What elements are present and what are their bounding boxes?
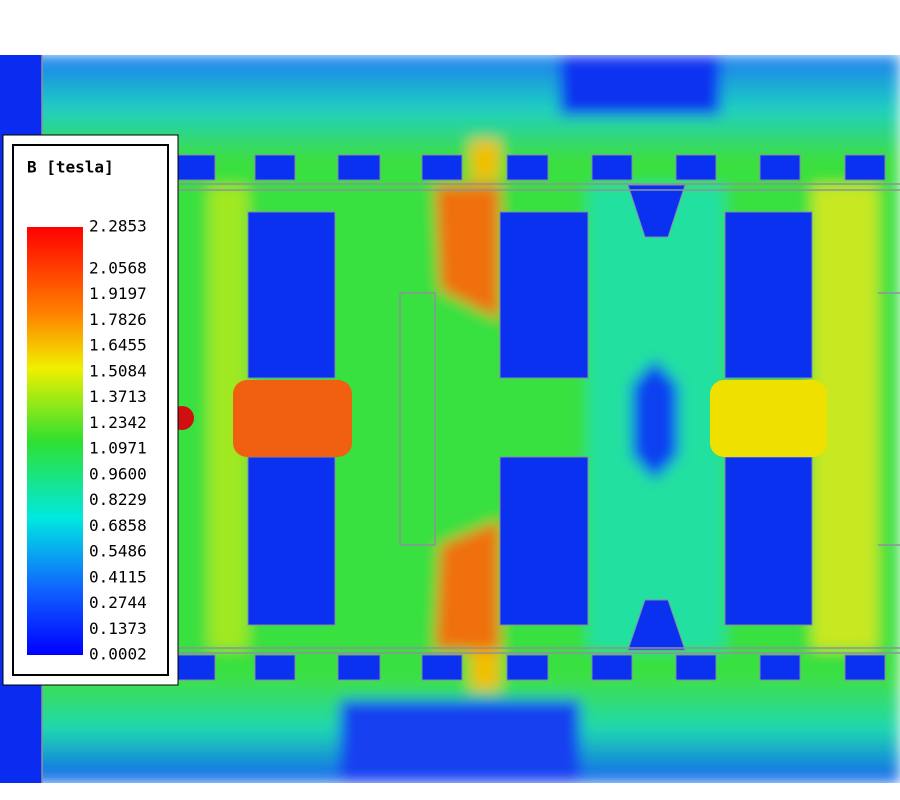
legend-label: 1.0971 [89, 439, 147, 458]
legend-label: 0.4115 [89, 567, 147, 586]
colorbar [27, 227, 83, 655]
legend-label: 0.8229 [89, 490, 147, 509]
legend-title: B [tesla] [27, 158, 114, 177]
legend-label: 0.2744 [89, 593, 147, 612]
legend: B [tesla] [2, 134, 179, 686]
legend-label: 2.0568 [89, 259, 147, 278]
legend-label: 2.2853 [89, 217, 147, 236]
legend-label: 1.6455 [89, 336, 147, 355]
legend-label: 1.9197 [89, 284, 147, 303]
legend-label: 1.5084 [89, 361, 147, 380]
legend-label: 0.1373 [89, 619, 147, 638]
legend-label: 1.3713 [89, 387, 147, 406]
legend-label: 1.2342 [89, 413, 147, 432]
legend-label: 0.5486 [89, 542, 147, 561]
legend-label: 0.0002 [89, 645, 147, 664]
legend-label: 0.9600 [89, 464, 147, 483]
legend-label: 1.7826 [89, 310, 147, 329]
legend-label: 0.6858 [89, 516, 147, 535]
